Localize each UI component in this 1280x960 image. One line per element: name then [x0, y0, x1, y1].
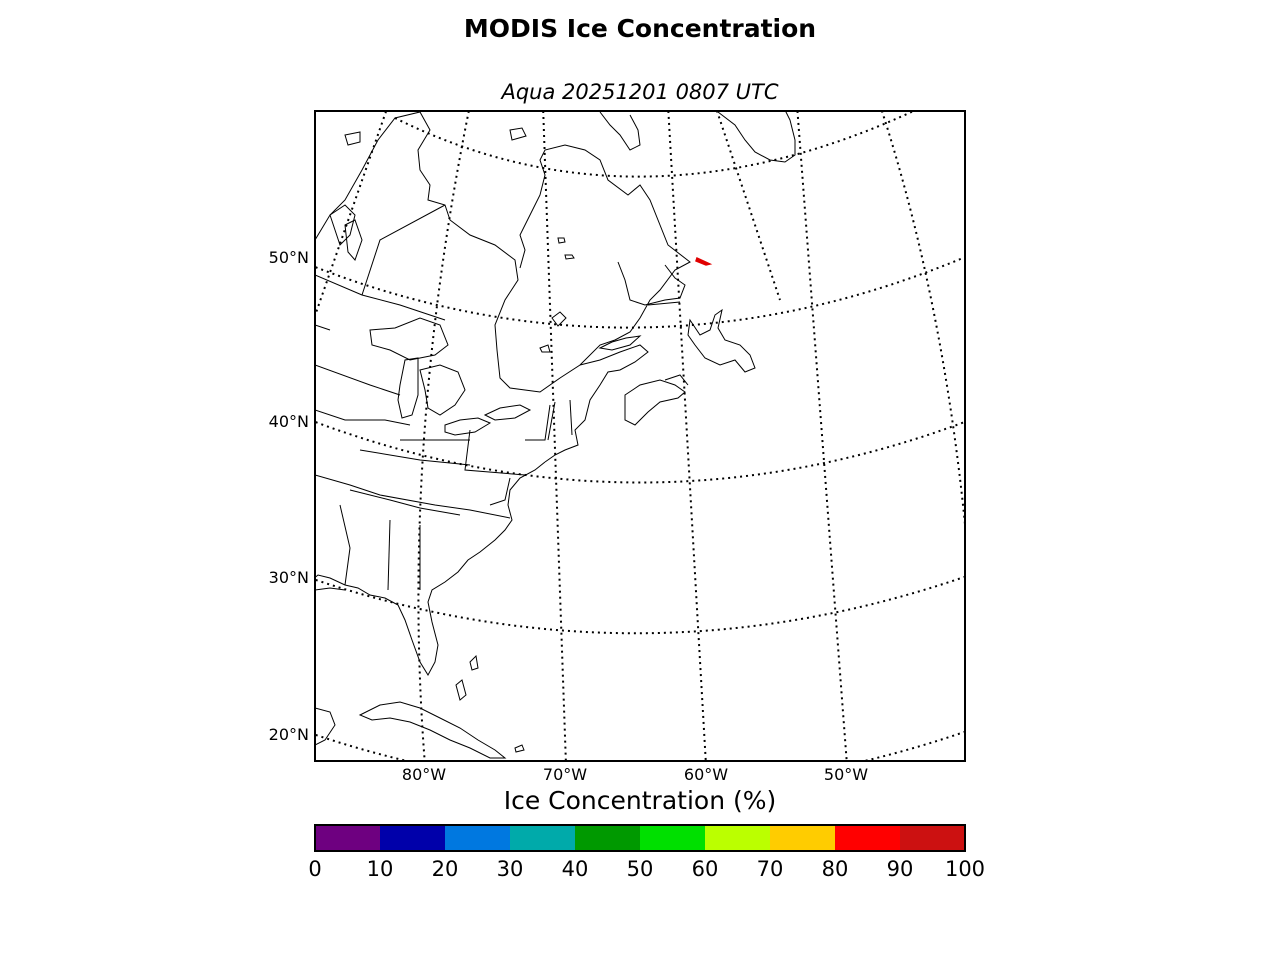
colorbar-tick-label: 70: [757, 857, 784, 881]
colorbar-tick-label: 20: [432, 857, 459, 881]
lon-label-70w: 70°W: [543, 765, 587, 784]
map-frame: [314, 110, 966, 762]
lat-label-20n: 20°N: [269, 725, 309, 744]
colorbar-tick-label: 80: [822, 857, 849, 881]
graticule-85w: [315, 111, 388, 319]
colorbar-segment: [835, 825, 901, 851]
colorbar-ticks: 0 10 20 30 40 50 60 70 80 90 100: [308, 857, 985, 881]
graticule-70w: [542, 111, 567, 761]
lat-label-30n: 30°N: [269, 568, 309, 587]
map-background: [315, 111, 965, 761]
colorbar-label: Ice Concentration (%): [503, 786, 777, 815]
graticule-40n: [315, 420, 965, 484]
colorbar-segment: [510, 825, 576, 851]
colorbar-frame: [314, 824, 966, 852]
colorbar-tick-label: 0: [308, 857, 321, 881]
figure-title: MODIS Ice Concentration: [463, 14, 817, 43]
graticule-30n: [315, 575, 965, 635]
graticule-40w: [880, 111, 965, 535]
lat-label-40n: 40°N: [269, 412, 309, 431]
colorbar-tick-label: 10: [367, 857, 394, 881]
colorbar-segment: [770, 825, 836, 851]
colorbar: [315, 825, 966, 851]
graticule-45w: [715, 111, 781, 301]
lon-label-60w: 60°W: [684, 765, 728, 784]
lat-label-50n: 50°N: [269, 248, 309, 267]
colorbar-segment: [900, 825, 966, 851]
colorbar-segment: [640, 825, 706, 851]
colorbar-tick-label: 30: [497, 857, 524, 881]
colorbar-segment: [445, 825, 511, 851]
coastlines: [315, 111, 796, 759]
colorbar-tick-label: 60: [692, 857, 719, 881]
political-boundaries: [315, 204, 681, 591]
graticule-50w: [796, 111, 848, 761]
lon-label-80w: 80°W: [402, 765, 446, 784]
lon-label-50w: 50°W: [824, 765, 868, 784]
colorbar-segment: [705, 825, 771, 851]
figure-subtitle: Aqua 20251201 0807 UTC: [501, 80, 779, 104]
colorbar-segment: [380, 825, 446, 851]
colorbar-tick-label: 50: [627, 857, 654, 881]
colorbar-tick-label: 100: [945, 857, 985, 881]
colorbar-tick-label: 90: [887, 857, 914, 881]
longitude-gridlines: [315, 111, 965, 761]
colorbar-tick-label: 40: [562, 857, 589, 881]
colorbar-segment: [575, 825, 641, 851]
ice-concentration-feature: [695, 256, 713, 266]
colorbar-segment: [315, 825, 381, 851]
graticule-60w: [667, 111, 707, 761]
